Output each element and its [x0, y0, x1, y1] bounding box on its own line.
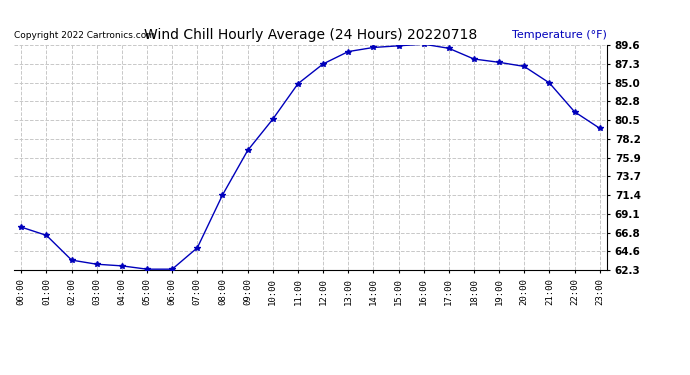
Text: Temperature (°F): Temperature (°F)	[512, 30, 607, 40]
Title: Wind Chill Hourly Average (24 Hours) 20220718: Wind Chill Hourly Average (24 Hours) 202…	[144, 28, 477, 42]
Text: Copyright 2022 Cartronics.com: Copyright 2022 Cartronics.com	[14, 32, 155, 40]
